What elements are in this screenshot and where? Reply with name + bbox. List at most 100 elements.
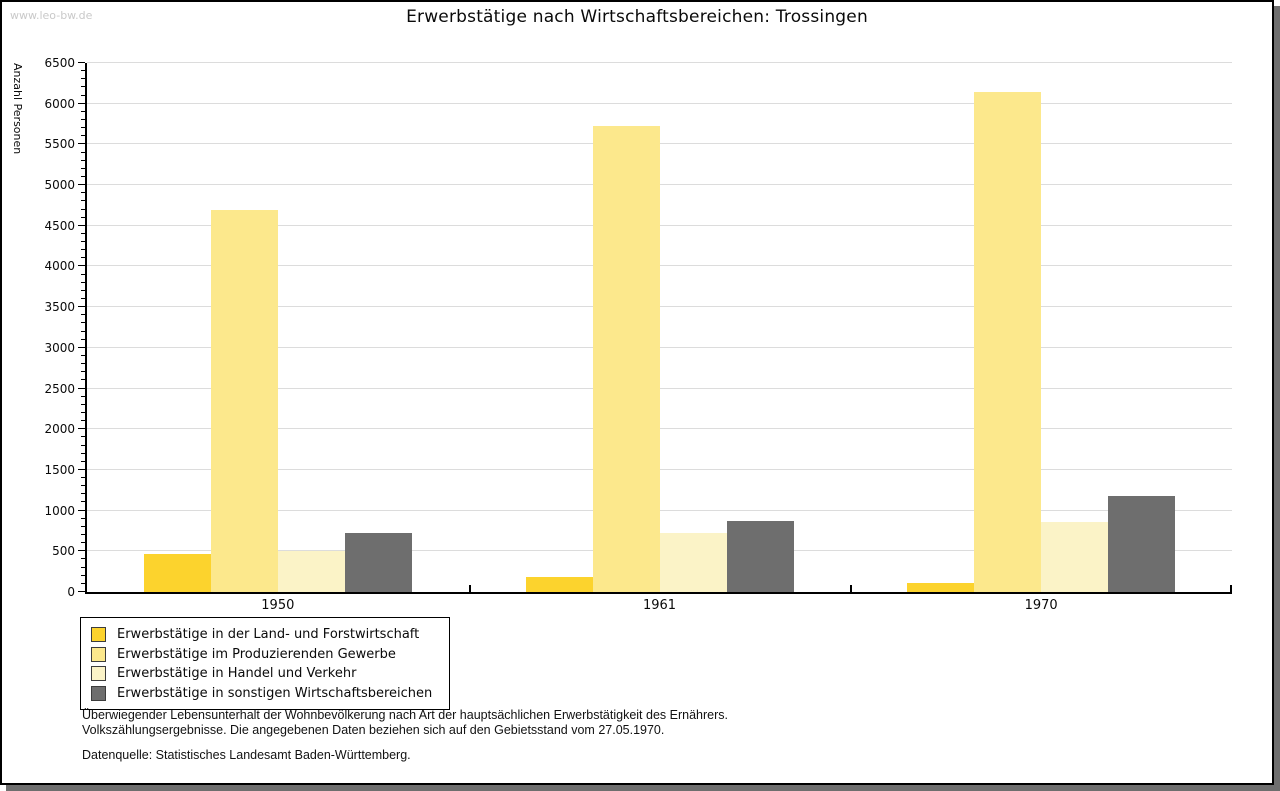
y-axis-minor-tick (81, 395, 85, 397)
y-axis-major-tick (78, 346, 85, 348)
legend-item: Erwerbstätige im Produzierenden Gewerbe (91, 645, 439, 665)
bar-1950-series3 (277, 550, 345, 592)
y-axis-minor-tick (81, 289, 85, 291)
bar-1961-series4 (726, 520, 794, 592)
y-axis-minor-tick (81, 110, 85, 112)
y-tick-label: 1000 (44, 503, 75, 518)
y-axis-minor-tick (81, 314, 85, 316)
y-axis-minor-tick (81, 411, 85, 413)
x-axis-group-tick (850, 585, 853, 592)
y-axis-minor-tick (81, 534, 85, 536)
x-axis-end-tick (1230, 585, 1232, 592)
gridline (87, 428, 1232, 430)
y-axis-minor-tick (81, 281, 85, 283)
y-axis-minor-tick (81, 241, 85, 243)
y-axis-major-tick (78, 468, 85, 470)
page-title: Erwerbstätige nach Wirtschaftsbereichen:… (406, 7, 868, 27)
y-tick-label: 4500 (44, 218, 75, 233)
bar-1961-series3 (659, 532, 727, 592)
gridline (87, 184, 1232, 186)
y-axis-minor-tick (81, 151, 85, 153)
y-axis-minor-tick (81, 436, 85, 438)
y-axis-minor-tick (81, 379, 85, 381)
bar-1961-series2 (592, 126, 660, 592)
bar-1961-series1 (525, 576, 593, 592)
y-axis-major-tick (78, 550, 85, 552)
y-axis-label: Anzahl Personen (11, 63, 24, 155)
gridline (87, 265, 1232, 267)
legend-label: Erwerbstätige im Produzierenden Gewerbe (117, 646, 396, 662)
y-axis-minor-tick (81, 485, 85, 487)
bar-1950-series2 (210, 210, 278, 592)
y-axis-major-tick (78, 387, 85, 389)
y-axis-minor-tick (81, 501, 85, 503)
legend-swatch (91, 666, 106, 682)
y-axis-minor-tick (81, 273, 85, 275)
y-axis-minor-tick (81, 460, 85, 462)
y-axis-minor-tick (81, 444, 85, 446)
y-axis-minor-tick (81, 216, 85, 218)
y-axis-minor-tick (81, 582, 85, 584)
y-axis-major-tick (78, 62, 85, 63)
legend-swatch (91, 627, 106, 643)
bar-1970-series3 (1041, 522, 1109, 592)
y-axis-major-tick (78, 184, 85, 186)
gridline (87, 468, 1232, 470)
gridline (87, 346, 1232, 348)
y-axis-major-tick (78, 306, 85, 308)
y-axis-minor-tick (81, 525, 85, 527)
gridline (87, 143, 1232, 145)
y-axis-major-tick (78, 428, 85, 430)
y-tick-label: 500 (52, 544, 75, 559)
gridline (87, 102, 1232, 104)
data-source-note: Datenquelle: Statistisches Landesamt Bad… (82, 748, 411, 762)
y-axis-minor-tick (81, 135, 85, 137)
y-axis-minor-tick (81, 477, 85, 479)
legend-swatch (91, 646, 106, 662)
y-tick-label: 0 (67, 585, 75, 599)
y-tick-label: 6500 (44, 56, 75, 70)
y-axis-minor-tick (81, 403, 85, 405)
y-axis-minor-tick (81, 200, 85, 202)
watermark: www.leo-bw.de (10, 9, 93, 22)
y-tick-label: 3000 (44, 340, 75, 355)
y-axis-minor-tick (81, 371, 85, 373)
y-tick-label: 2500 (44, 381, 75, 396)
y-axis-major-tick (78, 591, 85, 592)
legend-label: Erwerbstätige in sonstigen Wirtschaftsbe… (117, 685, 433, 701)
bar-1950-series4 (344, 533, 412, 592)
y-axis-minor-tick (81, 127, 85, 129)
y-axis-minor-tick (81, 208, 85, 210)
y-axis-minor-tick (81, 452, 85, 454)
legend: Erwerbstätige in der Land- und Forstwirt… (80, 617, 450, 710)
y-axis-minor-tick (81, 118, 85, 120)
x-tick-label: 1961 (642, 598, 677, 613)
y-axis-minor-tick (81, 542, 85, 544)
footnote: Überwiegender Lebensunterhalt der Wohnbe… (82, 708, 728, 738)
y-axis-minor-tick (81, 330, 85, 332)
legend-swatch (91, 685, 106, 701)
y-axis-minor-tick (81, 94, 85, 96)
x-tick-label: 1970 (1024, 598, 1058, 613)
y-axis-major-tick (78, 102, 85, 104)
y-axis-minor-tick (81, 322, 85, 324)
y-axis-minor-tick (81, 78, 85, 80)
y-axis-major-tick (78, 224, 85, 226)
y-axis-minor-tick (81, 338, 85, 340)
gridline (87, 224, 1232, 226)
x-tick-label: 1950 (261, 598, 295, 613)
y-tick-label: 4000 (44, 259, 75, 274)
legend-label: Erwerbstätige in der Land- und Forstwirt… (117, 627, 420, 643)
y-axis-minor-tick (81, 420, 85, 422)
y-tick-label: 3500 (44, 300, 75, 315)
y-axis-minor-tick (81, 175, 85, 177)
y-axis-minor-tick (81, 493, 85, 495)
y-axis-minor-tick (81, 249, 85, 251)
y-axis-major-tick (78, 265, 85, 267)
footnote-line-1: Überwiegender Lebensunterhalt der Wohnbe… (82, 708, 728, 722)
gridline (87, 509, 1232, 511)
y-axis-minor-tick (81, 355, 85, 356)
y-tick-label: 5500 (44, 137, 75, 152)
bar-1970-series1 (907, 582, 975, 592)
